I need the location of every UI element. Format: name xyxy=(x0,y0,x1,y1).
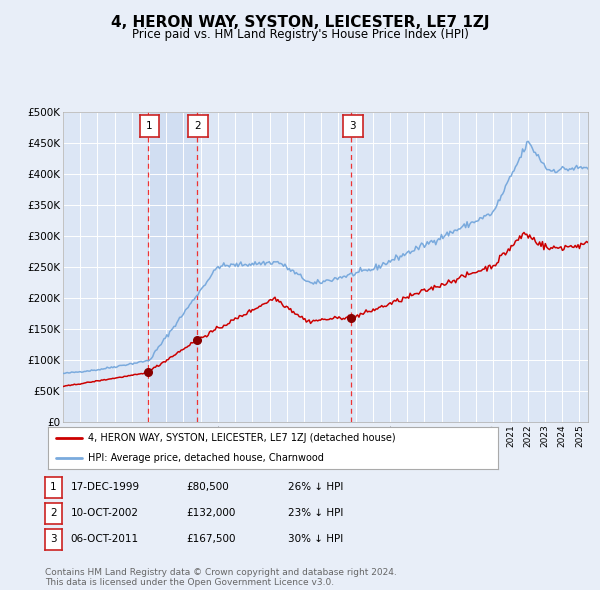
Text: £167,500: £167,500 xyxy=(186,535,235,544)
Text: HPI: Average price, detached house, Charnwood: HPI: Average price, detached house, Char… xyxy=(88,454,323,463)
Text: 17-DEC-1999: 17-DEC-1999 xyxy=(71,483,140,492)
Text: 1: 1 xyxy=(146,122,153,131)
Text: 10-OCT-2002: 10-OCT-2002 xyxy=(71,509,139,518)
Text: £132,000: £132,000 xyxy=(186,509,235,518)
Text: 26% ↓ HPI: 26% ↓ HPI xyxy=(288,483,343,492)
Text: 3: 3 xyxy=(349,122,356,131)
Text: 2: 2 xyxy=(50,509,57,518)
Text: 23% ↓ HPI: 23% ↓ HPI xyxy=(288,509,343,518)
Text: 2: 2 xyxy=(194,122,201,131)
Text: Contains HM Land Registry data © Crown copyright and database right 2024.
This d: Contains HM Land Registry data © Crown c… xyxy=(45,568,397,587)
Text: Price paid vs. HM Land Registry's House Price Index (HPI): Price paid vs. HM Land Registry's House … xyxy=(131,28,469,41)
Bar xyxy=(148,112,197,422)
Text: 30% ↓ HPI: 30% ↓ HPI xyxy=(288,535,343,544)
Text: 4, HERON WAY, SYSTON, LEICESTER, LE7 1ZJ (detached house): 4, HERON WAY, SYSTON, LEICESTER, LE7 1ZJ… xyxy=(88,433,395,443)
Text: 3: 3 xyxy=(50,535,57,544)
Text: 1: 1 xyxy=(50,483,57,492)
Text: £80,500: £80,500 xyxy=(186,483,229,492)
Text: 4, HERON WAY, SYSTON, LEICESTER, LE7 1ZJ: 4, HERON WAY, SYSTON, LEICESTER, LE7 1ZJ xyxy=(111,15,489,30)
Text: 06-OCT-2011: 06-OCT-2011 xyxy=(71,535,139,544)
